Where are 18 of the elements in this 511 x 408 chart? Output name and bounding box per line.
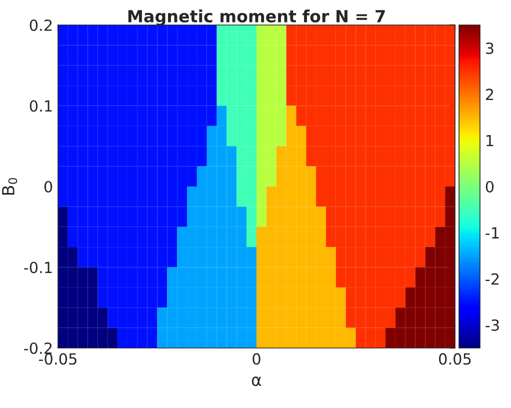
y-axis-title: B$_{0}$ [2,178,18,195]
chart-title: Magnetic moment for N = 7 [128,10,385,26]
x-tick-label: -0.05 [38,353,76,365]
y-tick-label: -0.2 [24,342,52,354]
x-tick-label: 0 [252,353,260,365]
y-tick-label: 0.1 [30,100,52,112]
y-tick-label: 0.2 [30,19,52,32]
color-bar-label: -3 [486,319,499,331]
y-tick-label: -0.1 [24,262,52,274]
x-tick-label: 0.05 [439,353,471,365]
color-bar-label: 0 [486,180,494,193]
color-bar-label: 2 [486,88,494,100]
y-tick-label: 0 [44,180,52,193]
color-bar-label: -1 [486,227,499,238]
color-bar-label: 3 [486,42,494,54]
color-bar-label: -2 [486,273,499,285]
color-bar-label: 1 [486,135,494,146]
x-axis-title: α [252,376,262,386]
